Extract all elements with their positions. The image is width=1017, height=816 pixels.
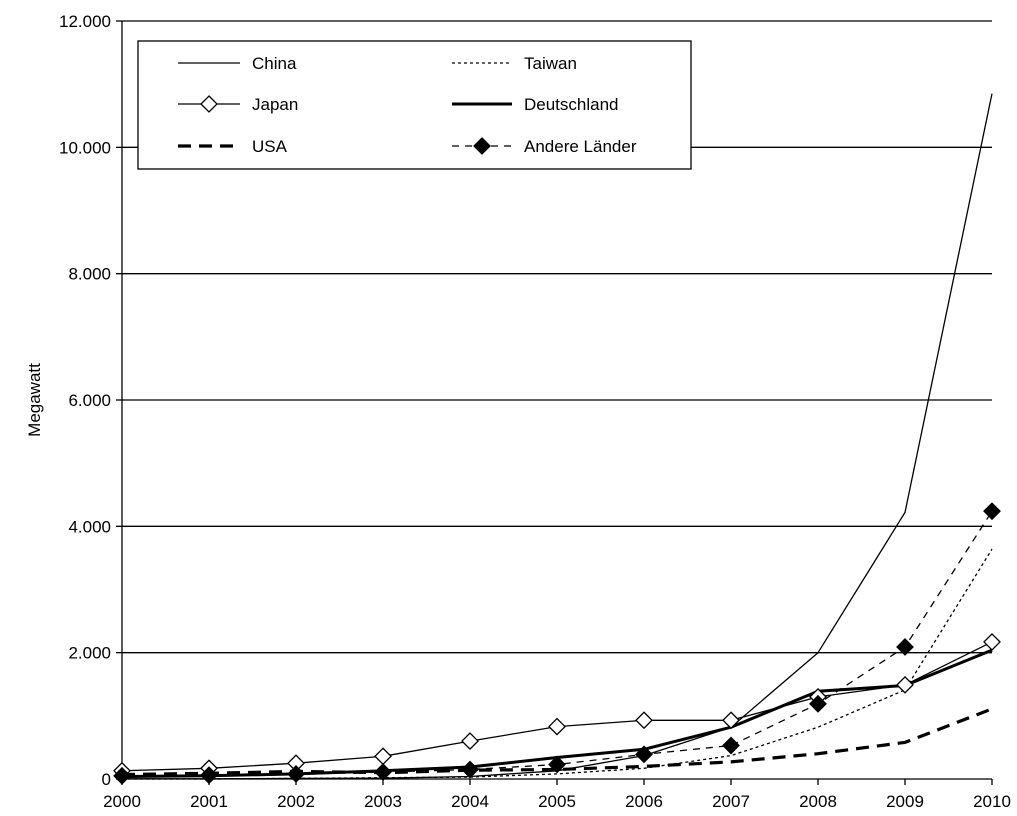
series-line-usa [121, 707, 993, 777]
x-tick-labels: 2000 2001 2002 2003 2004 2005 2006 2007 2008 2009… [103, 792, 1011, 811]
x-tick-label: 2005 [538, 792, 576, 811]
data-point-japan [983, 633, 1001, 651]
y-tick-label: 4.000 [68, 517, 111, 536]
y-tick-labels: 0 2.000 4.000 6.000 8.000 10.000 12.000 [59, 12, 111, 789]
series-line-andere-l-nder [121, 510, 993, 777]
x-tick-label: 2002 [277, 792, 315, 811]
data-point-japan [722, 711, 740, 730]
data-point-andere-l-nder [113, 766, 131, 785]
x-tick-label: 2003 [364, 792, 402, 811]
y-tick-label: 0 [102, 770, 111, 789]
legend-label: USA [252, 137, 288, 156]
data-point-andere-l-nder [287, 765, 305, 783]
x-tick-label: 2004 [451, 792, 489, 811]
y-tick-label: 2.000 [68, 644, 111, 663]
series-markers [113, 502, 1001, 785]
y-tick-label: 8.000 [68, 265, 111, 284]
data-point-japan [896, 675, 914, 694]
legend-label: Japan [252, 95, 298, 114]
legend-marker [473, 137, 491, 155]
data-point-andere-l-nder [722, 736, 740, 755]
data-point-japan [461, 732, 479, 751]
x-tick-label: 2000 [103, 792, 141, 811]
legend-label: Andere Länder [524, 137, 637, 156]
data-point-andere-l-nder [548, 755, 566, 774]
series-lines [121, 93, 993, 780]
x-tick-label: 2007 [712, 792, 750, 811]
x-tick-label: 2006 [625, 792, 663, 811]
data-point-andere-l-nder [635, 745, 653, 764]
x-tick-label: 2009 [886, 792, 924, 811]
data-point-andere-l-nder [896, 638, 914, 656]
legend-label: China [252, 54, 297, 73]
legend-label: Taiwan [524, 54, 577, 73]
data-point-andere-l-nder [461, 760, 479, 779]
data-point-japan [548, 717, 566, 736]
y-tick-label: 12.000 [59, 12, 111, 31]
x-tick-label: 2010 [973, 792, 1011, 811]
data-point-andere-l-nder [809, 694, 827, 713]
legend: China Taiwan Japan Deutschland USA Andere Län… [137, 40, 692, 170]
legend-label: Deutschland [524, 95, 619, 114]
y-axis-title: Megawatt [25, 363, 44, 437]
data-point-japan [374, 747, 392, 766]
x-tick-label: 2008 [799, 792, 837, 811]
series-line-taiwan [122, 548, 993, 780]
legend-frame [137, 40, 692, 170]
data-point-japan [635, 711, 653, 730]
data-point-andere-l-nder [200, 766, 218, 785]
legend-marker [200, 95, 218, 113]
x-tick-label: 2001 [190, 792, 228, 811]
y-tick-label: 6.000 [68, 391, 111, 410]
data-point-andere-l-nder [983, 502, 1001, 521]
data-point-andere-l-nder [374, 763, 392, 781]
y-tick-label: 10.000 [59, 138, 111, 157]
series-line-japan [121, 641, 993, 772]
